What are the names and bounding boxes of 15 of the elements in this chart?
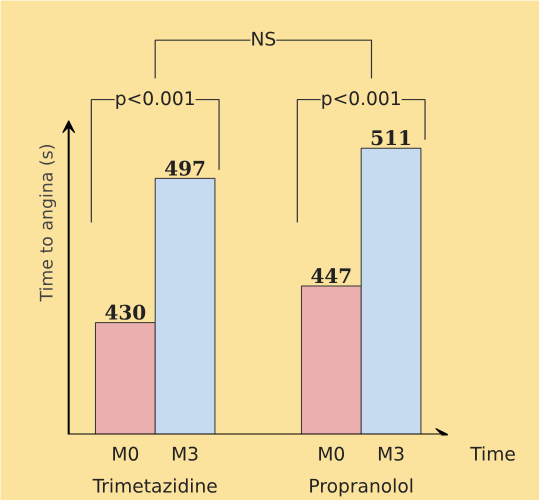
data-label: 511 bbox=[370, 126, 412, 150]
x-tick-label: Propranolol bbox=[308, 476, 414, 498]
annotation: NS bbox=[250, 30, 276, 51]
y-axis-title: Time to angina (s) bbox=[38, 144, 58, 302]
annotation: p<0.001 bbox=[320, 89, 402, 110]
annotation: p<0.001 bbox=[114, 89, 196, 110]
data-label: 497 bbox=[164, 156, 206, 180]
series-label: M0 bbox=[111, 444, 140, 466]
x-axis-title: Time bbox=[469, 444, 516, 466]
series-label: M3 bbox=[171, 444, 200, 466]
x-tick-label: Trimetazidine bbox=[92, 476, 218, 498]
text: M0 bbox=[317, 444, 346, 466]
text: M3 bbox=[377, 444, 406, 466]
data-label: 447 bbox=[310, 264, 352, 288]
data-label: 430 bbox=[104, 300, 146, 325]
